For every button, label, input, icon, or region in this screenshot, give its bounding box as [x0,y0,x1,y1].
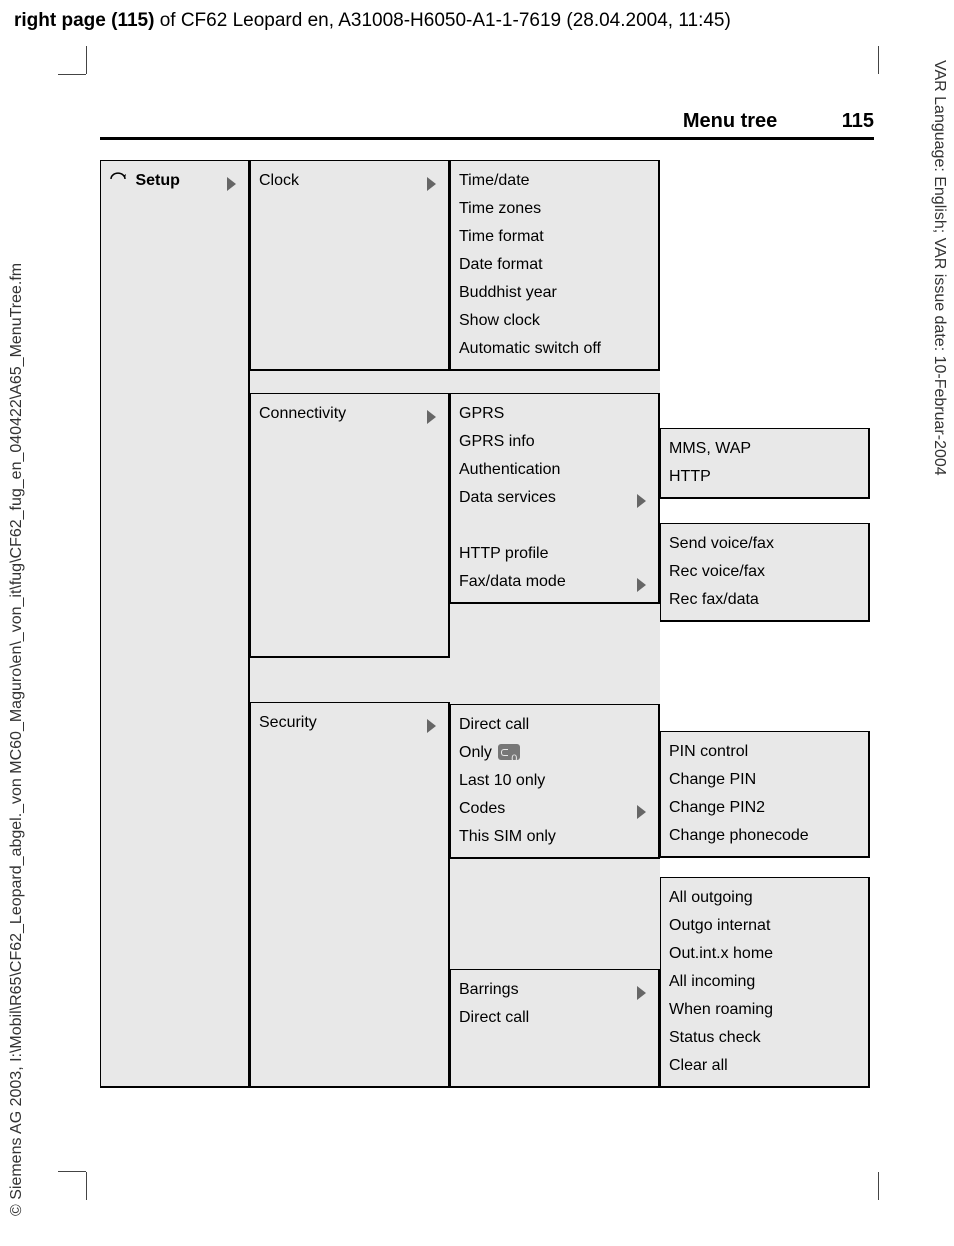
item: Only [459,739,650,767]
item: Rec voice/fax [669,558,860,586]
item: HTTP [669,463,860,491]
arrow-icon [422,167,440,195]
left-margin-text: © Siemens AG 2003, I:\Mobil\R65\CF62_Leo… [8,263,26,1216]
page-number: 115 [842,110,874,132]
spacer [660,622,870,731]
security-label: Security [259,709,422,737]
item: GPRS info [459,428,650,456]
item: Time format [459,223,650,251]
arrow-icon [632,795,650,823]
crop-mark [58,74,86,75]
spacer [660,499,870,523]
crop-mark [86,46,87,74]
item: Out.int.x home [669,940,860,968]
item: Barrings [459,976,650,1004]
item: Codes [459,795,650,823]
item: Data services [459,484,650,512]
item: Direct call [459,711,650,739]
arrow-icon [222,167,240,195]
item: Show clock [459,307,650,335]
only-label: Only [459,744,492,761]
gap [250,371,450,393]
item: Last 10 only [459,767,650,795]
crop-mark [878,1172,879,1200]
arrow-icon [422,400,440,428]
col2-clock: Clock [250,160,450,371]
gap [450,604,660,704]
item: Direct call [459,1004,650,1032]
item: When roaming [669,996,860,1024]
data-services-label: Data services [459,484,632,512]
item: HTTP profile [459,540,650,568]
col3-connectivity-a: GPRS GPRS info Authentication Data servi… [450,393,660,604]
item: Date format [459,251,650,279]
crop-mark [86,1172,87,1200]
page-title: Menu tree [683,110,777,132]
col2-connectivity: Connectivity [250,393,450,658]
item: Change PIN [669,766,860,794]
item: This SIM only [459,823,650,851]
setup-label: Setup [135,172,179,189]
right-margin-text: VAR Language: English; VAR issue date: 1… [930,60,948,476]
spacer [459,512,650,540]
item: Buddhist year [459,279,650,307]
gap [250,658,450,702]
arrow-icon [632,484,650,512]
clock-label: Clock [259,167,422,195]
doc-meta-rest: of CF62 Leopard en, A31008-H6050-A1-1-76… [154,10,730,31]
codes-label: Codes [459,795,632,823]
col4-barrings: All outgoing Outgo internat Out.int.x ho… [660,877,870,1088]
setup-icon [109,168,127,182]
arrow-icon [632,976,650,1004]
doc-meta-bold: right page (115) [14,10,154,31]
item: Automatic switch off [459,335,650,363]
item: All incoming [669,968,860,996]
fax-data-label: Fax/data mode [459,568,632,596]
col4-data-services: MMS, WAP HTTP [660,428,870,499]
item: Rec fax/data [669,586,860,614]
doc-meta-header: right page (115) of CF62 Leopard en, A31… [14,10,731,32]
col1-setup: Setup [100,160,250,1088]
col4-codes: PIN control Change PIN Change PIN2 Chang… [660,731,870,858]
item: All outgoing [669,884,860,912]
item: Authentication [459,456,650,484]
item: Send voice/fax [669,530,860,558]
gap [450,859,660,969]
gap [450,371,660,393]
crop-mark [58,1171,86,1172]
connectivity-label: Connectivity [259,400,422,428]
spacer [660,160,870,428]
col4-fax-data: Send voice/fax Rec voice/fax Rec fax/dat… [660,523,870,622]
item: Status check [669,1024,860,1052]
item: Change phonecode [669,822,860,850]
item: Fax/data mode [459,568,650,596]
crop-mark [878,46,879,74]
item: PIN control [669,738,860,766]
arrow-icon [632,568,650,596]
item: Outgo internat [669,912,860,940]
page-header: Menu tree 115 [100,110,874,140]
col3-security-a: Direct call Only Last 10 only Codes This… [450,704,660,859]
item: Clear all [669,1052,860,1080]
spacer [660,858,870,877]
item: GPRS [459,400,650,428]
item: MMS, WAP [669,435,860,463]
item: Time/date [459,167,650,195]
item: Time zones [459,195,650,223]
menu-tree: Setup Clock Connectivity Security [100,160,880,1088]
col2-security: Security [250,702,450,1088]
item: Change PIN2 [669,794,860,822]
col3-clock-items: Time/date Time zones Time format Date fo… [450,160,660,371]
barrings-label: Barrings [459,976,632,1004]
arrow-icon [422,709,440,737]
col3-security-b: Barrings Direct call [450,969,660,1088]
sim-icon [498,744,520,760]
